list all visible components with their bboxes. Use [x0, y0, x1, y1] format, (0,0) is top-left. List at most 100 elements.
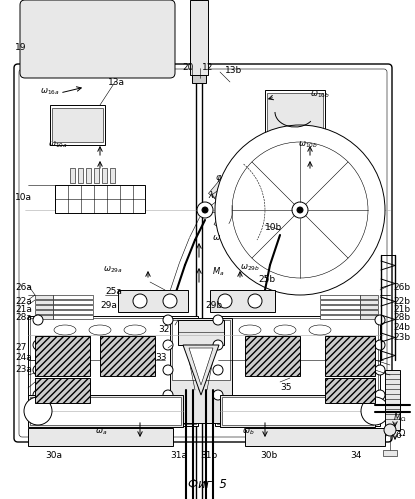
- Bar: [325, 336, 375, 376]
- Text: 13b: 13b: [225, 65, 242, 74]
- Text: 21a: 21a: [15, 305, 32, 314]
- Circle shape: [375, 340, 385, 350]
- Circle shape: [375, 365, 385, 375]
- Circle shape: [292, 202, 308, 218]
- Text: 6: 6: [395, 431, 401, 440]
- Text: $\omega_b$: $\omega_b$: [242, 427, 254, 437]
- Text: 12: 12: [203, 62, 214, 71]
- Polygon shape: [183, 345, 219, 395]
- Text: $M_\Omega$: $M_\Omega$: [393, 412, 406, 424]
- Bar: [94, 168, 99, 183]
- Bar: [288, 168, 293, 183]
- Bar: [192, 75, 206, 83]
- Text: $\omega_{16a}$: $\omega_{16a}$: [40, 87, 60, 97]
- Bar: [78, 168, 83, 183]
- Circle shape: [197, 202, 213, 218]
- Circle shape: [202, 207, 208, 213]
- Circle shape: [361, 397, 389, 425]
- Polygon shape: [214, 211, 274, 254]
- Text: $\omega_{29b}$: $\omega_{29b}$: [240, 263, 260, 273]
- Text: 28a: 28a: [15, 313, 32, 322]
- Text: 32: 32: [158, 325, 169, 334]
- Bar: [245, 428, 385, 446]
- Polygon shape: [212, 159, 270, 208]
- Text: 34: 34: [350, 451, 361, 460]
- Text: 25b: 25b: [258, 275, 275, 284]
- Text: $\omega_{16b}$: $\omega_{16b}$: [310, 90, 330, 100]
- Text: 24a: 24a: [15, 353, 32, 362]
- Bar: [360, 315, 378, 319]
- Bar: [210, 290, 275, 312]
- Text: 33: 33: [155, 353, 166, 362]
- Bar: [35, 300, 53, 304]
- Bar: [110, 168, 115, 183]
- Circle shape: [33, 390, 43, 400]
- Bar: [312, 168, 317, 183]
- Circle shape: [133, 294, 147, 308]
- Circle shape: [163, 294, 177, 308]
- Bar: [304, 168, 309, 183]
- Text: 27: 27: [15, 343, 27, 352]
- Bar: [320, 310, 360, 314]
- Bar: [360, 300, 378, 304]
- Bar: [320, 168, 325, 183]
- Circle shape: [213, 365, 223, 375]
- Bar: [28, 395, 183, 427]
- Text: 19: 19: [15, 42, 27, 51]
- Circle shape: [375, 315, 385, 325]
- Bar: [53, 300, 93, 304]
- Bar: [35, 336, 90, 376]
- Text: 28b: 28b: [393, 313, 410, 322]
- Text: 24b: 24b: [393, 323, 410, 332]
- Circle shape: [248, 294, 262, 308]
- Text: 29b: 29b: [205, 300, 222, 309]
- Text: $\omega_a$: $\omega_a$: [95, 427, 107, 437]
- Bar: [385, 370, 400, 430]
- Text: 22b: 22b: [393, 297, 410, 306]
- Text: 26a: 26a: [15, 283, 32, 292]
- Circle shape: [163, 315, 173, 325]
- Bar: [50, 105, 105, 145]
- Bar: [360, 305, 378, 309]
- Polygon shape: [189, 348, 213, 385]
- Text: 23b: 23b: [393, 333, 410, 342]
- Circle shape: [375, 390, 385, 400]
- Bar: [190, 0, 208, 75]
- Ellipse shape: [309, 325, 331, 335]
- Bar: [280, 168, 285, 183]
- Polygon shape: [218, 189, 280, 215]
- Bar: [35, 305, 53, 309]
- Text: $\lambda$: $\lambda$: [208, 190, 215, 201]
- Ellipse shape: [239, 325, 261, 335]
- Bar: [178, 320, 224, 345]
- Bar: [52, 108, 103, 142]
- Bar: [215, 316, 380, 426]
- Circle shape: [297, 207, 303, 213]
- Bar: [35, 295, 53, 299]
- Bar: [30, 397, 181, 425]
- Polygon shape: [220, 203, 281, 223]
- Bar: [53, 305, 93, 309]
- Text: 25a: 25a: [105, 287, 122, 296]
- Text: 35: 35: [280, 384, 291, 393]
- Text: 30a: 30a: [45, 451, 62, 460]
- Circle shape: [33, 365, 43, 375]
- Circle shape: [24, 397, 52, 425]
- Text: 21b: 21b: [393, 305, 410, 314]
- Bar: [265, 185, 355, 213]
- Ellipse shape: [124, 325, 146, 335]
- Bar: [296, 168, 301, 183]
- Bar: [35, 378, 90, 403]
- Text: 29a: 29a: [100, 300, 117, 309]
- Bar: [172, 320, 230, 380]
- Polygon shape: [217, 207, 279, 239]
- Text: 10b: 10b: [265, 224, 282, 233]
- Circle shape: [163, 390, 173, 400]
- Bar: [325, 378, 375, 403]
- Bar: [320, 295, 360, 299]
- Bar: [118, 290, 188, 312]
- Polygon shape: [208, 147, 259, 204]
- Ellipse shape: [89, 325, 111, 335]
- Polygon shape: [216, 173, 277, 212]
- Text: $\Omega$: $\Omega$: [398, 427, 406, 438]
